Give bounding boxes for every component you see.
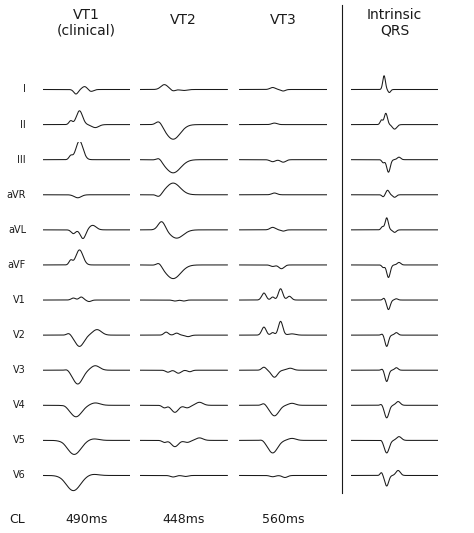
Text: VT3: VT3 xyxy=(270,13,297,27)
Text: II: II xyxy=(20,119,26,130)
Text: III: III xyxy=(18,155,26,165)
Text: I: I xyxy=(23,85,26,94)
Text: 560ms: 560ms xyxy=(262,513,304,526)
Text: VT1: VT1 xyxy=(73,8,100,22)
Text: 490ms: 490ms xyxy=(65,513,108,526)
Text: VT2: VT2 xyxy=(170,13,197,27)
Text: (clinical): (clinical) xyxy=(57,24,116,38)
Text: V6: V6 xyxy=(13,471,26,480)
Text: V4: V4 xyxy=(13,400,26,410)
Text: V5: V5 xyxy=(13,435,26,446)
Text: aVF: aVF xyxy=(8,260,26,270)
Text: Intrinsic: Intrinsic xyxy=(367,8,422,22)
Text: V3: V3 xyxy=(13,365,26,375)
Text: QRS: QRS xyxy=(380,24,409,38)
Text: V2: V2 xyxy=(13,330,26,340)
Text: aVR: aVR xyxy=(7,190,26,200)
Text: CL: CL xyxy=(9,513,25,526)
Text: 448ms: 448ms xyxy=(163,513,205,526)
Text: V1: V1 xyxy=(13,295,26,305)
Text: aVL: aVL xyxy=(8,225,26,235)
